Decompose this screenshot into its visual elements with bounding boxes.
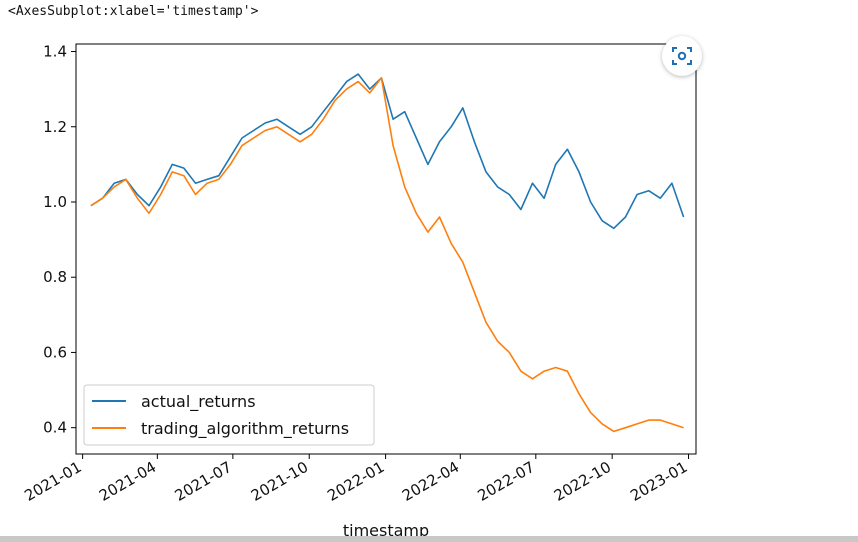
camera-scan-button[interactable] [662,36,702,76]
y-tick-label: 1.0 [43,193,67,211]
y-tick-label: 1.2 [43,118,67,136]
legend-label: actual_returns [141,392,256,412]
x-tick-label: 2021-04 [96,458,159,505]
x-tick-label: 2022-07 [475,458,538,505]
x-tick-label: 2021-01 [21,458,84,505]
y-tick-label: 0.8 [43,268,67,286]
scrollbar-track[interactable] [0,536,858,542]
x-tick-label: 2022-10 [551,458,614,505]
x-tick-label: 2022-01 [324,458,387,505]
legend-box [83,384,375,446]
series-line-actual-returns [90,73,685,230]
y-tick-label: 0.4 [43,419,67,437]
x-tick-label: 2021-07 [172,458,235,505]
legend-label: trading_algorithm_returns [141,419,349,439]
series-line-trading-algorithm-returns [90,77,684,433]
y-axis: 0.4 0.6 0.8 1.0 1.2 1.4 [43,43,76,437]
y-tick-label: 1.4 [43,43,67,61]
camera-scan-icon [672,47,692,65]
x-axis: 2021-01 2021-04 2021-07 2021-10 2022-01 2022-… [21,454,691,505]
x-tick-label: 2021-10 [248,458,311,505]
x-tick-label: 2023-01 [627,458,690,505]
y-tick-label: 0.6 [43,343,67,361]
x-axis-label: timestamp [343,521,429,540]
output-repr: <AxesSubplot:xlabel='timestamp'> [8,4,259,19]
plot-area [90,73,685,433]
x-tick-label: 2022-04 [399,458,462,505]
legend: actual_returns trading_algorithm_returns [83,384,375,446]
